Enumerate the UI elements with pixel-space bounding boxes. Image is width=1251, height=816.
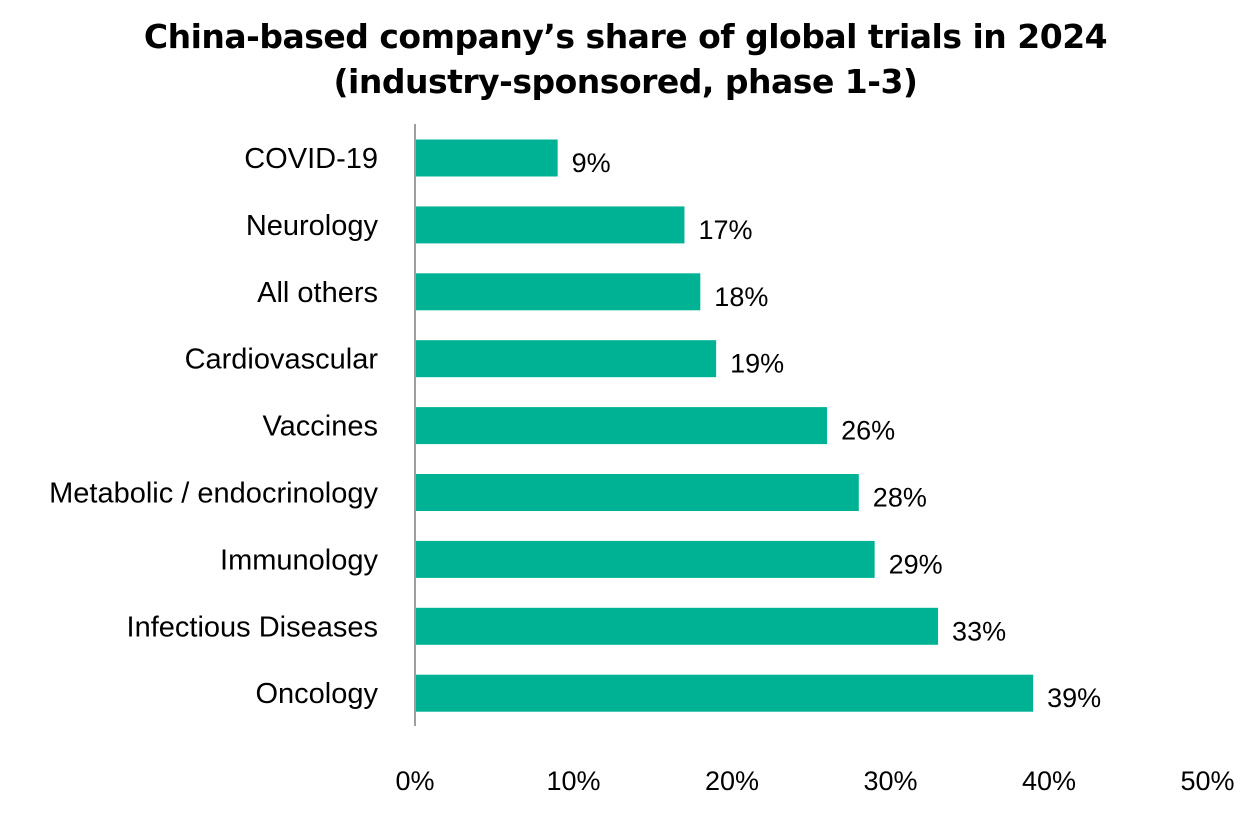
bar-infectious-diseases [416, 607, 939, 645]
data-label: 17% [698, 215, 752, 245]
bar-oncology [416, 674, 1034, 712]
data-label: 18% [714, 282, 768, 312]
category-label: Infectious Diseases [127, 611, 378, 643]
x-tick-label: 0% [395, 766, 434, 796]
bar-cardiovascular [416, 340, 717, 378]
category-label: Metabolic / endocrinology [49, 478, 378, 510]
data-label: 33% [952, 616, 1006, 646]
data-label: 29% [889, 549, 943, 579]
x-tick-label: 50% [1180, 766, 1234, 796]
x-tick-label: 40% [1022, 766, 1076, 796]
bars-group [416, 139, 1034, 712]
x-tick-label: 10% [546, 766, 600, 796]
bar-metabolic-endocrinology [416, 474, 859, 511]
category-label: Vaccines [262, 411, 378, 443]
data-label: 9% [572, 148, 611, 178]
bar-all-others [416, 273, 701, 311]
category-labels-group: COVID-19 Neurology All others Cardiovascula… [49, 143, 378, 710]
category-label: Cardiovascular [185, 344, 379, 376]
bar-covid-19 [416, 139, 558, 177]
data-labels-group: 9% 17% 18% 19% 26% 28% 29% 33% 39% [572, 148, 1102, 713]
data-label: 39% [1047, 683, 1101, 713]
category-label: Neurology [246, 210, 379, 242]
data-label: 26% [841, 416, 895, 446]
chart-title-line-2: (industry-sponsored, phase 1-3) [333, 62, 918, 101]
data-label: 28% [873, 483, 927, 513]
x-tick-label: 30% [863, 766, 917, 796]
bar-vaccines [416, 407, 828, 445]
category-label: All others [257, 277, 378, 309]
category-label: Oncology [255, 678, 378, 710]
x-axis-tick-labels-group: 0% 10% 20% 30% 40% 50% [395, 766, 1234, 796]
chart-title-line-1: China-based company’s share of global tr… [143, 17, 1108, 56]
bar-immunology [416, 540, 875, 578]
chart-title: China-based company’s share of global tr… [0, 14, 1251, 104]
category-label: COVID-19 [244, 143, 378, 175]
category-label: Immunology [220, 544, 378, 576]
data-label: 19% [730, 349, 784, 379]
x-tick-label: 20% [705, 766, 759, 796]
bar-neurology [416, 206, 685, 244]
